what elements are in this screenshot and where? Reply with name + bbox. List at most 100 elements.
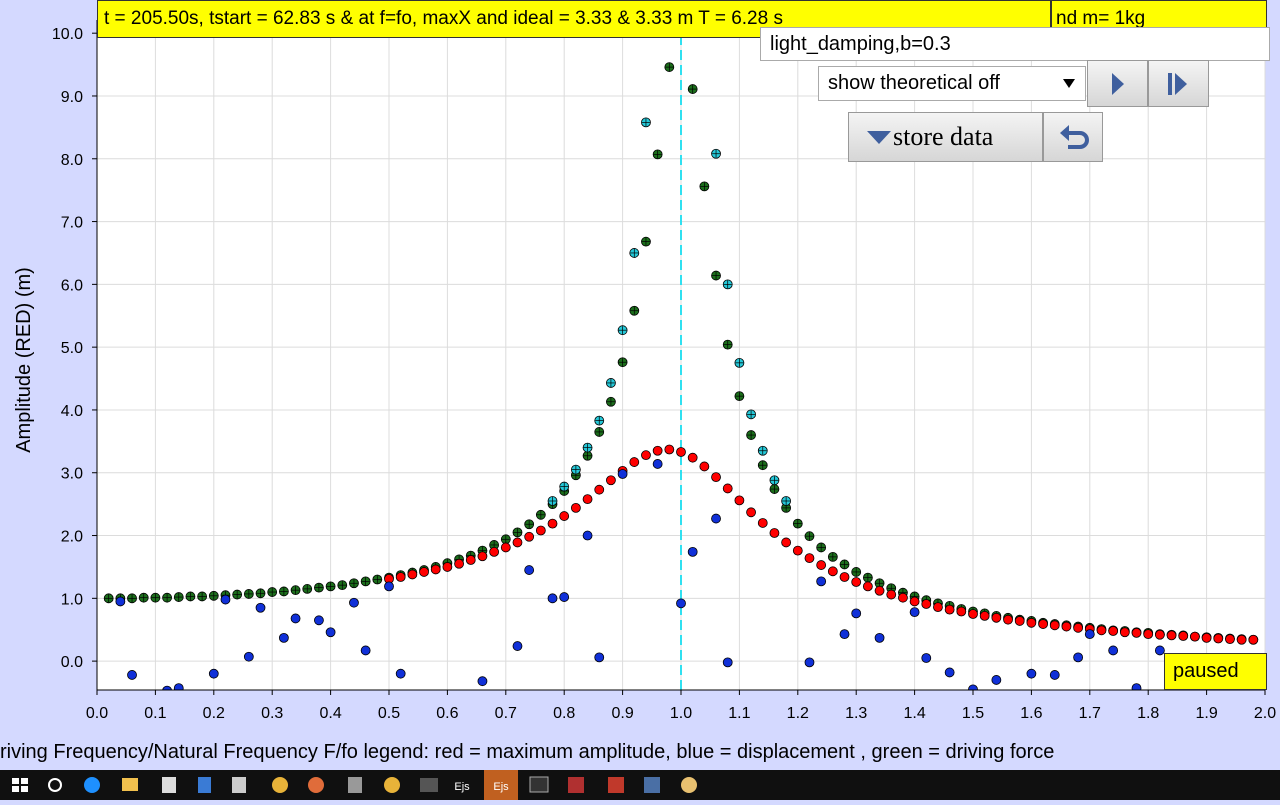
data-point <box>582 450 593 461</box>
data-point <box>582 442 593 453</box>
point-dot <box>1178 631 1189 641</box>
point-dot <box>722 657 733 668</box>
point-dot <box>991 612 1002 623</box>
data-point <box>1014 616 1025 626</box>
data-point <box>804 657 815 668</box>
reset-button[interactable] <box>1043 112 1103 162</box>
point-dot <box>1225 634 1235 645</box>
data-point <box>337 580 348 591</box>
x-tick-label: 2.0 <box>1254 705 1276 722</box>
play-button[interactable] <box>1087 60 1148 107</box>
data-point <box>839 572 850 582</box>
y-tick-label: 8.0 <box>61 152 83 169</box>
data-point <box>1119 627 1130 638</box>
data-point <box>127 670 137 680</box>
data-point <box>991 612 1002 623</box>
point-dot <box>956 606 967 617</box>
data-point <box>278 632 289 643</box>
point-dot <box>477 551 488 562</box>
point-dot <box>547 593 558 604</box>
data-point <box>898 592 908 603</box>
data-point <box>150 592 161 603</box>
store-data-button[interactable]: store data <box>848 112 1043 162</box>
x-tick-label: 1.6 <box>1020 705 1042 722</box>
data-point <box>617 357 628 368</box>
data-point <box>606 396 616 407</box>
data-point <box>991 675 1002 685</box>
data-point <box>862 581 873 592</box>
point-dot <box>314 615 324 626</box>
data-point <box>909 607 920 618</box>
point-dot <box>746 507 756 518</box>
data-point <box>547 518 558 529</box>
point-dot <box>944 604 955 615</box>
x-tick-label: 0.5 <box>378 705 400 722</box>
theory-select[interactable]: show theoretical off <box>818 66 1086 101</box>
data-point <box>1248 634 1259 645</box>
y-tick-label: 6.0 <box>61 277 83 294</box>
data-point <box>722 657 733 668</box>
taskbar: Ejs Ejs <box>0 770 1280 800</box>
point-dot <box>687 546 698 557</box>
point-dot <box>384 581 394 592</box>
data-point <box>173 592 184 602</box>
data-point <box>1178 631 1189 641</box>
step-button[interactable] <box>1148 60 1209 107</box>
y-tick-label: 9.0 <box>61 89 83 106</box>
data-point <box>1061 621 1072 632</box>
point-dot <box>734 495 745 506</box>
data-point <box>652 445 663 456</box>
data-point <box>734 391 745 402</box>
data-point <box>1026 617 1037 628</box>
store-icon <box>867 131 891 144</box>
point-dot <box>1248 634 1259 645</box>
data-point <box>325 627 336 638</box>
point-dot <box>582 530 593 541</box>
data-point <box>162 685 172 690</box>
y-tick-label: 4.0 <box>61 403 83 420</box>
data-point <box>874 632 885 643</box>
point-dot <box>909 596 920 607</box>
damping-field[interactable]: light_damping,b=0.3 <box>760 27 1270 61</box>
data-point <box>127 593 137 604</box>
point-dot <box>816 560 827 570</box>
data-point <box>500 542 511 553</box>
y-tick-label: 5.0 <box>61 340 83 357</box>
y-tick-label: 10.0 <box>52 26 83 43</box>
point-dot <box>641 450 651 461</box>
data-point <box>629 457 640 467</box>
data-point <box>524 531 535 542</box>
point-dot <box>1236 634 1247 645</box>
point-dot <box>968 609 978 619</box>
data-point <box>535 525 546 536</box>
data-point <box>1190 631 1200 642</box>
labels: 0.0 0.1 0.2 0.3 0.4 0.5 0.6 0.7 0.8 0.9 1.0 1.1 1.2 1… <box>52 26 1276 722</box>
point-dot <box>827 566 838 577</box>
data-point <box>722 339 733 350</box>
x-tick-label: 1.8 <box>1137 705 1159 722</box>
point-dot <box>804 553 815 564</box>
data-point <box>197 591 208 602</box>
data-point <box>1225 634 1235 645</box>
data-point <box>524 565 535 575</box>
data-point <box>267 587 278 597</box>
point-dot <box>524 565 535 575</box>
point-dot <box>1061 621 1072 632</box>
data-point <box>606 475 616 486</box>
x-tick-label: 0.4 <box>319 705 341 722</box>
data-point <box>395 668 406 679</box>
data-point <box>769 475 780 486</box>
data-point <box>746 409 756 420</box>
point-dot <box>1213 633 1224 644</box>
point-dot <box>874 585 885 596</box>
point-dot <box>921 599 932 609</box>
point-dot <box>933 602 943 613</box>
data-point <box>781 496 792 506</box>
data-point <box>489 540 500 550</box>
point-dot <box>617 469 628 479</box>
x-tick-label: 1.7 <box>1079 705 1101 722</box>
point-dot <box>1131 683 1142 690</box>
data-point <box>956 606 967 617</box>
x-tick-label: 1.5 <box>962 705 984 722</box>
point-dot <box>1119 627 1130 638</box>
